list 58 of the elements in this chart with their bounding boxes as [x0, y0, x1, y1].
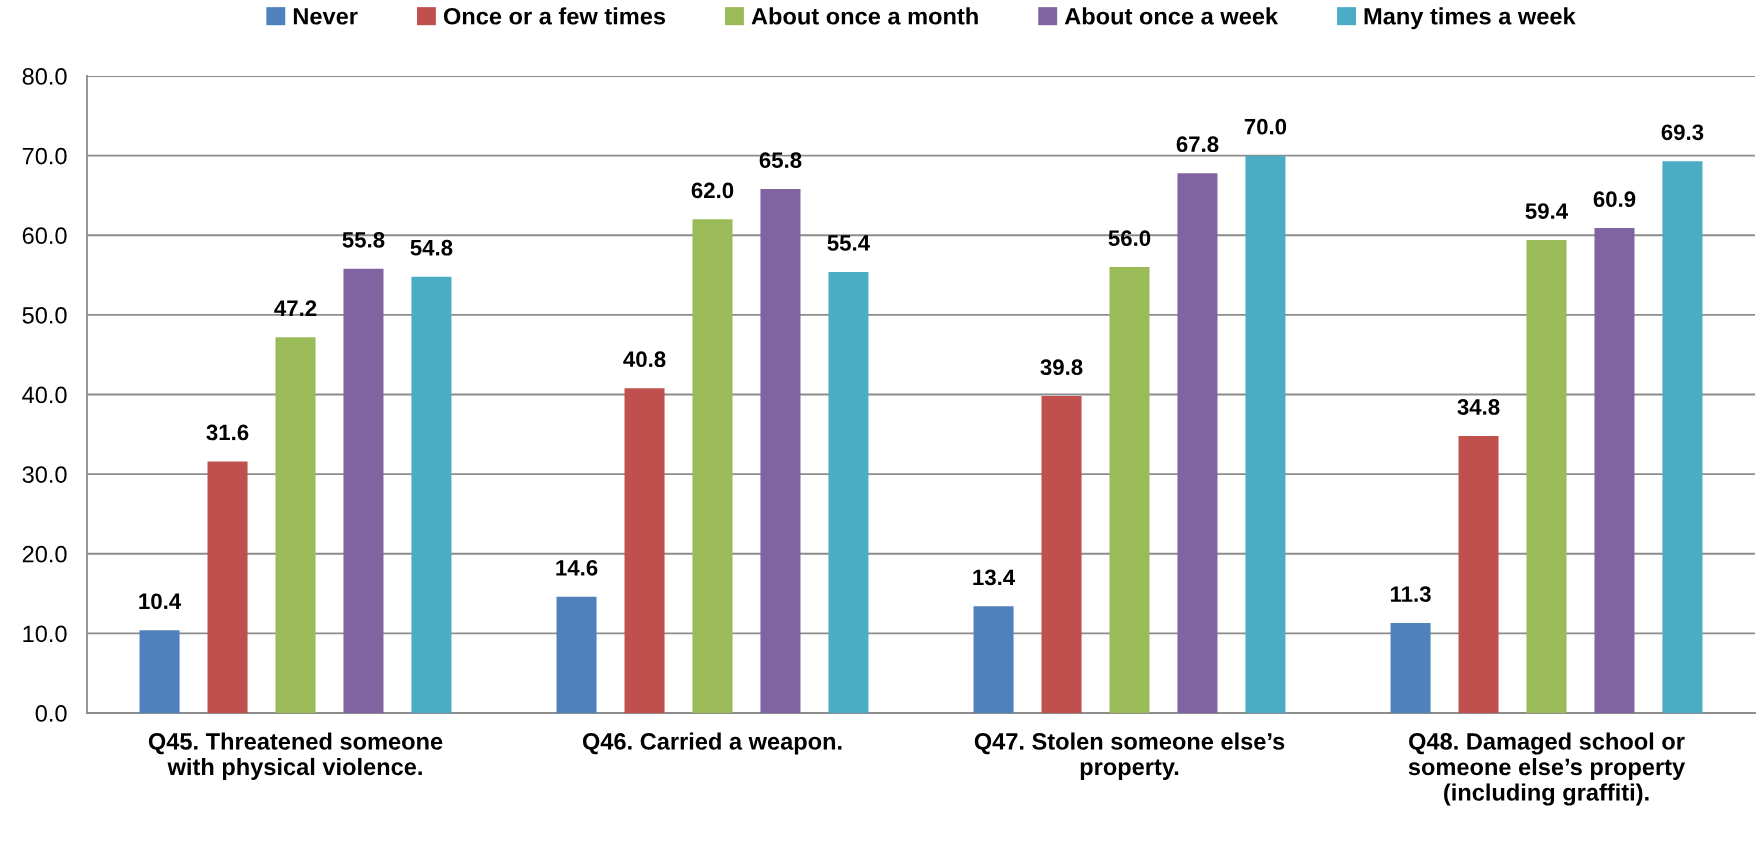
data-label: 67.8	[1176, 136, 1219, 153]
bar	[973, 606, 1014, 713]
data-label: 60.9	[1593, 191, 1636, 208]
bar	[1390, 623, 1431, 713]
legend-label: Never	[293, 8, 358, 25]
bar	[1109, 267, 1150, 713]
bar	[624, 388, 665, 713]
bar	[760, 189, 801, 713]
x-tick-label: Q48. Damaged school or someone else’s property (including graffiti).	[1408, 732, 1686, 806]
data-label: 56.0	[1108, 230, 1151, 247]
y-tick-label: 50.0	[22, 306, 67, 324]
bar	[1041, 396, 1082, 713]
y-tick-label: 0.0	[35, 705, 67, 722]
x-tick-label: Q47. Stolen someone else’s property.	[974, 732, 1285, 780]
bar	[1458, 435, 1499, 713]
bar	[1662, 161, 1703, 713]
bar	[139, 630, 180, 713]
bar	[275, 337, 316, 713]
data-label: 13.4	[973, 569, 1016, 586]
bar	[828, 271, 869, 713]
y-tick-label: 30.0	[22, 466, 67, 483]
y-tick-label: 10.0	[23, 625, 67, 643]
x-tick-label: Q46. Carried a weapon.	[582, 732, 842, 755]
legend-label: Once or a few times	[443, 7, 666, 25]
bar	[1245, 155, 1286, 713]
data-label: 59.4	[1525, 203, 1569, 219]
data-label: 65.8	[759, 152, 802, 169]
bar	[207, 461, 248, 713]
data-label: 11.3	[1390, 586, 1431, 602]
bar	[556, 596, 597, 713]
y-tick-label: 70.0	[22, 147, 67, 165]
bar	[411, 276, 452, 713]
legend-label: Many times a week	[1364, 7, 1576, 30]
legend-label: About once a week	[1064, 7, 1279, 25]
data-label: 70.0	[1244, 118, 1287, 135]
data-label: 34.8	[1457, 399, 1500, 415]
data-label: 69.3	[1661, 124, 1704, 141]
data-label: 31.6	[206, 424, 249, 441]
bar	[1594, 228, 1635, 713]
data-label: 47.2	[274, 300, 317, 316]
legend-label: About once a month	[751, 7, 978, 25]
x-tick-label: Q45. Threatened someone with physical violence.	[148, 732, 443, 780]
data-label: 10.4	[139, 593, 182, 610]
data-label: 55.8	[342, 231, 385, 248]
bar	[1526, 240, 1567, 713]
data-label: 55.4	[827, 235, 870, 251]
bar	[692, 219, 733, 713]
data-label: 39.8	[1040, 359, 1083, 376]
y-tick-label: 60.0	[22, 227, 67, 245]
y-tick-label: 20.0	[22, 545, 67, 563]
bar	[343, 268, 384, 713]
y-tick-label: 40.0	[22, 386, 67, 404]
y-tick-label: 80.0	[22, 68, 67, 85]
data-label: 62.0	[691, 182, 734, 199]
bar	[1177, 173, 1218, 713]
data-label: 54.8	[410, 239, 453, 256]
data-label: 40.8	[623, 351, 666, 368]
data-label: 14.6	[556, 559, 598, 576]
